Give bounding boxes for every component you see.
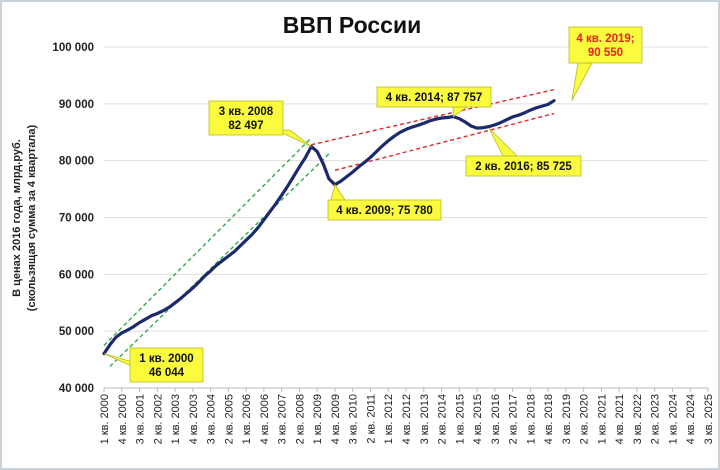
x-tick-label: 2 кв. 2020 [579,394,591,444]
y-axis-ticks: 40 000 50 000 60 000 70 000 80 000 90 000 100 … [52,42,94,395]
annotation-label: 2 кв. 2016; 85 725 [475,161,572,173]
x-tick-label: 1 кв. 2024 [667,394,679,444]
y-tick-label: 70 000 [59,213,94,225]
y-tick-label: 40 000 [59,383,94,395]
x-tick-label: 2 кв. 2017 [508,394,520,444]
x-tick-label: 1 кв. 2021 [596,394,608,444]
trend-lines [103,88,555,367]
annotation-box [376,86,492,108]
annotation-label: 90 550 [588,47,623,59]
x-tick-label: 4 кв. 2003 [188,394,200,444]
x-tick-label: 1 кв. 2018 [525,394,537,444]
x-tick-label: 3 кв. 2025 [703,394,715,444]
x-tick-label: 3 кв. 2022 [632,394,644,444]
annotation-label: 4 кв. 2014; 87 757 [386,92,483,104]
trend-line [109,153,330,367]
x-tick-label: 4 кв. 2015 [472,394,484,444]
y-tick-label: 80 000 [59,156,94,168]
y-tick-label: 90 000 [59,99,94,111]
x-tick-label: 1 кв. 2003 [170,394,182,444]
annotation-label: 82 497 [228,120,263,132]
x-tick-label: 2 кв. 2011 [365,394,377,444]
x-tick-label: 2 кв. 2005 [223,394,235,444]
x-tick-label: 4 кв. 2024 [685,394,697,444]
annotation-label: 46 044 [149,367,185,379]
x-tick-label: 2 кв. 2014 [437,394,449,444]
annotation-box [465,155,582,177]
x-tick-label: 1 кв. 2006 [241,394,253,444]
annotation-callout: 1 кв. 2000 46 044 [103,347,204,383]
annotation-callout: 4 кв. 2019; 90 550 [568,26,643,101]
annotations: 1 кв. 2000 46 044 3 кв. 2008 82 497 4 кв. 20… [103,26,643,383]
annotation-label: 3 кв. 2008 [219,106,274,118]
y-tick-label: 60 000 [59,269,94,281]
annotation-box [208,100,284,136]
x-tick-label: 4 кв. 2018 [543,394,555,444]
x-tick-label: 1 кв. 2009 [312,394,324,444]
x-tick-label: 2 кв. 2023 [650,394,662,444]
annotation-callout: 4 кв. 2014; 87 757 [376,86,492,118]
annotation-callout: 3 кв. 2008 82 497 [208,100,312,147]
x-axis-ticks: 1 кв. 2000 4 кв. 2000 3 кв. 2001 2 кв. 2002… [99,388,715,444]
annotation-label: 1 кв. 2000 [139,353,193,365]
y-tick-label: 100 000 [52,42,94,54]
x-tick-label: 4 кв. 2021 [614,394,626,444]
y-axis-label-line2: (скользящая сумма за 4 квартала) [26,124,38,311]
x-tick-label: 3 кв. 2019 [561,394,573,444]
gdp-series-line [102,99,556,356]
annotation-box [129,347,204,383]
x-tick-label: 3 кв. 2007 [277,394,289,444]
x-tick-label: 3 кв. 2016 [490,394,502,444]
x-tick-label: 1 кв. 2012 [383,394,395,444]
y-axis-label-line1: В ценах 2016 года, млрд.руб. [11,139,23,297]
y-tick-label: 50 000 [59,326,94,338]
x-tick-label: 1 кв. 2015 [454,394,466,444]
annotation-callout: 4 кв. 2009; 75 780 [327,183,442,221]
x-tick-label: 3 кв. 2001 [135,394,147,444]
x-tick-label: 3 кв. 2010 [348,394,360,444]
chart-title: ВВП России [283,12,422,38]
x-tick-label: 4 кв. 2009 [330,394,342,444]
annotation-label: 4 кв. 2019; [576,33,634,45]
x-tick-label: 2 кв. 2008 [294,394,306,444]
annotation-box [568,26,643,64]
annotation-callout: 2 кв. 2016; 85 725 [465,127,582,177]
x-tick-label: 3 кв. 2004 [206,394,218,444]
trend-line [334,112,555,172]
x-tick-label: 2 кв. 2002 [152,394,164,444]
x-tick-label: 4 кв. 2012 [401,394,413,444]
x-tick-label: 4 кв. 2006 [259,394,271,444]
x-tick-label: 3 кв. 2013 [419,394,431,444]
x-tick-label: 1 кв. 2000 [99,394,111,444]
annotation-box [327,199,442,221]
annotation-label: 4 кв. 2009; 75 780 [336,205,433,217]
series-lines [102,99,556,356]
x-tick-label: 4 кв. 2000 [117,394,129,444]
